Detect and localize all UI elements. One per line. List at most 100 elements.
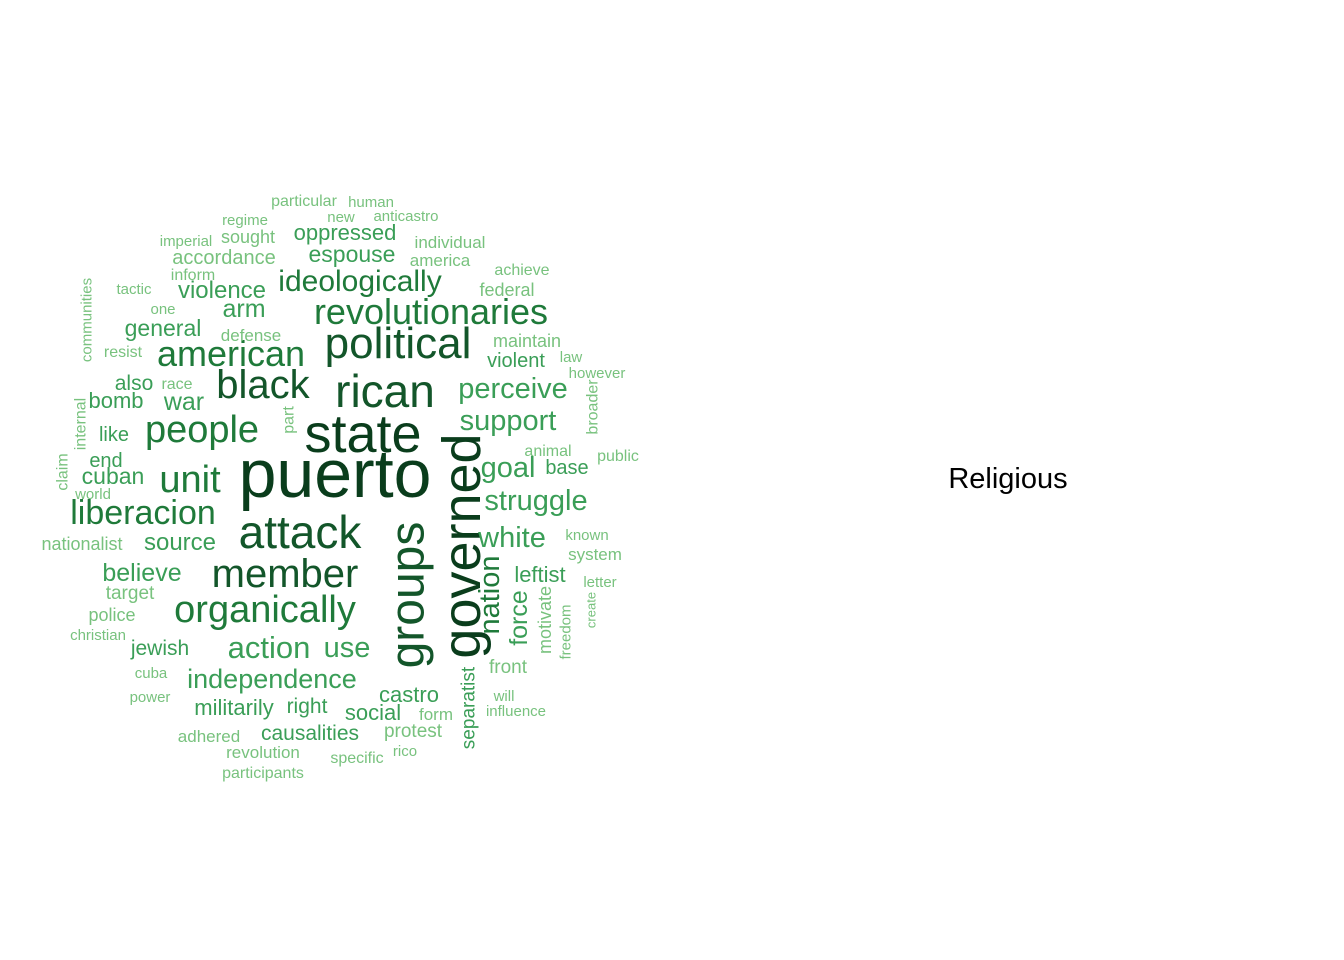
word-revolutionaries: revolutionaries (314, 291, 548, 332)
word-puerto: puerto (239, 436, 432, 512)
word-freedom: freedom (558, 604, 575, 659)
word-political: political (325, 319, 472, 368)
word-human: human (348, 194, 394, 211)
word-organically: organically (174, 589, 356, 631)
word-also: also (115, 372, 154, 395)
word-inform: inform (171, 267, 215, 284)
word-anticastro: anticastro (373, 208, 438, 225)
word-known: known (565, 527, 608, 544)
word-rican: rican (335, 365, 435, 417)
word-internal: internal (73, 398, 90, 450)
word-use: use (324, 632, 371, 664)
word-support: support (460, 405, 557, 437)
word-target: target (106, 583, 155, 604)
word-law: law (560, 349, 583, 366)
word-imperial: imperial (160, 233, 213, 250)
word-claim: claim (55, 453, 72, 490)
word-system: system (568, 545, 622, 564)
word-resist: resist (104, 344, 143, 361)
word-source: source (144, 529, 216, 556)
word-revolution: revolution (226, 743, 300, 762)
word-general: general (125, 315, 202, 341)
word-cuban: cuban (82, 463, 145, 489)
word-one: one (150, 301, 175, 318)
word-action: action (228, 630, 311, 665)
word-governed: governed (432, 433, 492, 658)
word-groups: groups (382, 522, 435, 669)
word-federal: federal (479, 280, 534, 300)
word-part: part (281, 406, 298, 434)
word-will: will (493, 688, 515, 705)
word-black: black (216, 363, 310, 407)
word-nationalist: nationalist (41, 534, 122, 554)
word-causalities: causalities (261, 722, 359, 745)
word-people: people (145, 409, 259, 451)
word-war: war (163, 388, 204, 416)
word-base: base (545, 457, 588, 479)
word-broader: broader (585, 379, 602, 435)
word-america: america (410, 251, 471, 270)
word-right: right (287, 695, 328, 718)
word-particular: particular (271, 193, 337, 210)
word-struggle: struggle (484, 485, 587, 517)
word-leftist: leftist (514, 562, 565, 587)
word-attack: attack (239, 506, 363, 558)
word-white: white (477, 522, 546, 554)
word-american: american (157, 333, 305, 374)
word-espouse: espouse (309, 241, 396, 267)
word-liberacion: liberacion (70, 494, 216, 532)
word-new: new (327, 209, 355, 226)
word-independence: independence (187, 664, 357, 694)
panel-label: Religious (948, 463, 1067, 495)
word-protest: protest (384, 721, 443, 742)
word-tactic: tactic (116, 281, 152, 298)
word-animal: animal (524, 443, 571, 460)
word-castro: castro (379, 682, 439, 707)
word-social: social (345, 700, 401, 725)
word-ideologically: ideologically (278, 265, 441, 298)
word-maintain: maintain (493, 331, 561, 351)
word-achieve: achieve (494, 262, 549, 279)
word-believe: believe (102, 559, 181, 587)
word-front: front (489, 657, 528, 678)
word-form: form (419, 705, 453, 724)
word-race: race (161, 376, 192, 393)
word-participants: participants (222, 765, 304, 782)
word-influence: influence (486, 703, 546, 720)
word-communities: communities (79, 278, 96, 362)
word-specific: specific (330, 750, 383, 767)
word-police: police (88, 605, 135, 625)
word-sought: sought (221, 227, 275, 247)
word-defense: defense (221, 326, 282, 345)
word-member: member (212, 552, 359, 596)
word-power: power (130, 689, 171, 706)
word-end: end (89, 450, 122, 472)
word-rico: rico (393, 743, 417, 760)
word-letter: letter (583, 574, 616, 591)
word-create: create (584, 592, 599, 628)
word-motivate: motivate (535, 586, 555, 654)
word-arm: arm (222, 295, 265, 323)
word-militarily: militarily (194, 695, 273, 720)
word-individual: individual (415, 233, 486, 252)
word-force: force (505, 590, 533, 646)
word-separatist: separatist (459, 666, 480, 749)
word-jewish: jewish (130, 637, 189, 660)
word-unit: unit (159, 459, 221, 501)
word-goal: goal (481, 452, 536, 484)
word-however: however (569, 365, 626, 382)
word-violence: violence (178, 277, 266, 304)
word-public: public (597, 448, 639, 465)
word-violent: violent (487, 350, 545, 372)
word-cuba: cuba (135, 665, 168, 682)
word-like: like (99, 424, 129, 446)
word-perceive: perceive (458, 373, 568, 405)
word-accordance: accordance (172, 247, 275, 269)
word-adhered: adhered (178, 727, 240, 746)
word-nation: nation (474, 555, 506, 634)
word-regime: regime (222, 212, 268, 229)
word-oppressed: oppressed (294, 220, 397, 245)
word-state: state (304, 404, 421, 464)
